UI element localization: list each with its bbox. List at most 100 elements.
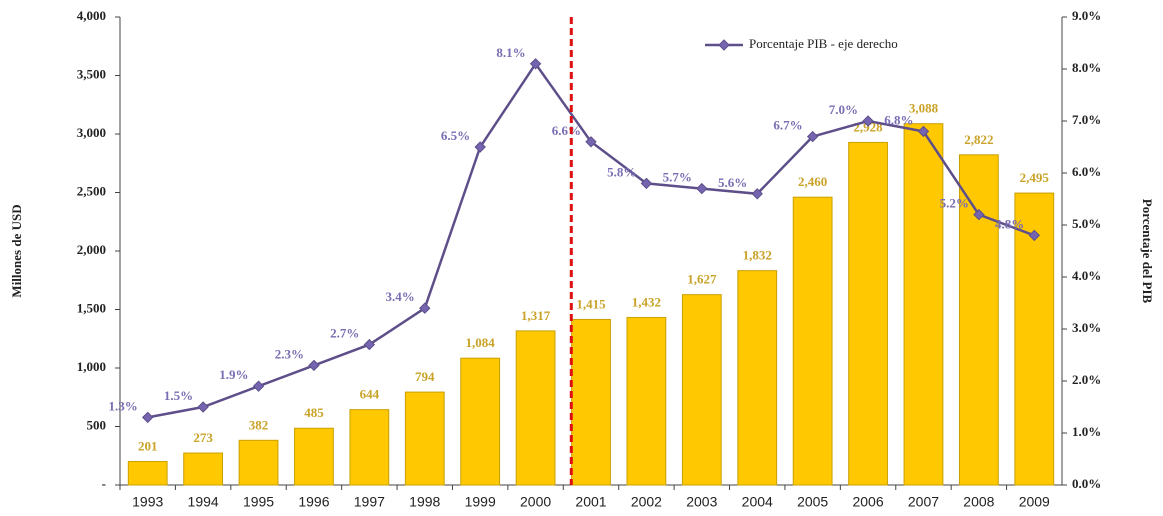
x-tick-label: 1994 bbox=[188, 494, 219, 510]
bar-value-label: 2,460 bbox=[798, 174, 827, 189]
legend-label: Porcentaje PIB - eje derecho bbox=[749, 36, 898, 51]
y-tick-label: 1,500 bbox=[77, 300, 106, 315]
line-marker bbox=[141, 411, 154, 424]
y-tick-label: - bbox=[102, 476, 106, 491]
bar-value-label: 1,415 bbox=[576, 296, 606, 311]
y2-tick-label: 2.0% bbox=[1072, 372, 1101, 387]
line-marker bbox=[973, 208, 985, 221]
bar bbox=[626, 316, 667, 486]
bar-value-label: 1,432 bbox=[632, 294, 661, 309]
bar bbox=[1014, 192, 1055, 486]
y2-tick-label: 8.0% bbox=[1072, 60, 1101, 75]
bar-value-label: 201 bbox=[138, 438, 158, 453]
y2-tick-label: 3.0% bbox=[1072, 320, 1101, 335]
line-marker bbox=[862, 115, 874, 127]
line-value-label: 6.8% bbox=[884, 112, 913, 127]
x-tick-label: 2008 bbox=[963, 494, 994, 510]
x-tick-label: 2003 bbox=[686, 494, 717, 510]
x-tick-label: 2009 bbox=[1019, 494, 1050, 510]
x-tick-label: 2000 bbox=[520, 494, 551, 510]
line-marker bbox=[1028, 229, 1040, 242]
bar bbox=[903, 123, 944, 486]
line-value-label: 2.3% bbox=[275, 346, 304, 361]
bar-value-label: 3,088 bbox=[909, 101, 939, 116]
bar bbox=[349, 409, 390, 486]
line-value-label: 1.9% bbox=[219, 367, 248, 382]
line-marker bbox=[585, 136, 597, 148]
line-value-label: 1.3% bbox=[108, 398, 137, 413]
bar-value-label: 273 bbox=[193, 430, 213, 445]
line-marker bbox=[696, 182, 708, 195]
bar-value-label: 382 bbox=[249, 417, 269, 432]
bar-value-label: 1,317 bbox=[521, 308, 551, 323]
line-value-label: 6.5% bbox=[441, 128, 470, 143]
bar-value-label: 644 bbox=[360, 387, 380, 402]
line-value-label: 5.2% bbox=[940, 196, 969, 211]
line-value-label: 5.8% bbox=[607, 164, 636, 179]
x-tick-label: 1998 bbox=[409, 494, 440, 510]
line-marker bbox=[363, 338, 376, 351]
line-marker bbox=[640, 177, 653, 190]
y-tick-label: 2,000 bbox=[77, 242, 106, 257]
bar bbox=[681, 294, 722, 486]
bar bbox=[737, 270, 778, 486]
y2-tick-label: 0.0% bbox=[1072, 476, 1101, 491]
y-tick-label: 3,000 bbox=[77, 125, 106, 140]
bar bbox=[238, 439, 279, 486]
bar-value-label: 794 bbox=[415, 369, 435, 384]
line-marker bbox=[751, 188, 763, 200]
bar bbox=[515, 330, 556, 486]
x-tick-label: 1999 bbox=[465, 494, 496, 510]
x-tick-label: 2002 bbox=[631, 494, 662, 510]
bar-value-label: 2,495 bbox=[1020, 170, 1050, 185]
bar bbox=[183, 452, 224, 486]
bar-value-label: 1,627 bbox=[687, 272, 717, 287]
line-value-label: 3.4% bbox=[386, 289, 415, 304]
line-value-label: 8.1% bbox=[496, 45, 525, 60]
line-marker bbox=[197, 401, 209, 413]
y-tick-label: 2,500 bbox=[77, 183, 106, 198]
line-value-label: 6.6% bbox=[552, 123, 581, 138]
bar bbox=[404, 391, 445, 486]
y2-tick-label: 9.0% bbox=[1072, 8, 1101, 23]
line-marker bbox=[308, 359, 320, 372]
bar bbox=[127, 460, 168, 486]
line-marker bbox=[806, 130, 819, 143]
line-value-label: 2.7% bbox=[330, 326, 359, 341]
line-value-label: 5.6% bbox=[718, 175, 747, 190]
bar-value-label: 485 bbox=[304, 405, 324, 420]
x-tick-label: 2005 bbox=[797, 494, 828, 510]
x-tick-label: 2007 bbox=[908, 494, 939, 510]
y2-tick-label: 1.0% bbox=[1072, 424, 1101, 439]
line-value-label: 4.8% bbox=[995, 216, 1024, 231]
y2-axis-title: Porcentaje del PIB bbox=[1140, 199, 1155, 304]
bar-value-label: 1,084 bbox=[466, 335, 496, 350]
line-value-label: 6.7% bbox=[773, 118, 802, 133]
line-marker bbox=[917, 125, 930, 138]
y2-tick-label: 6.0% bbox=[1072, 164, 1101, 179]
x-tick-label: 1997 bbox=[354, 494, 385, 510]
legend-marker bbox=[718, 39, 730, 51]
line-marker bbox=[529, 58, 542, 70]
x-tick-label: 1996 bbox=[298, 494, 329, 510]
bar bbox=[460, 357, 501, 486]
bar bbox=[792, 196, 833, 486]
bar bbox=[848, 141, 888, 486]
x-tick-label: 2006 bbox=[852, 494, 883, 510]
y2-tick-label: 5.0% bbox=[1072, 216, 1101, 231]
bar bbox=[294, 427, 334, 486]
x-tick-label: 2001 bbox=[575, 494, 606, 510]
y-tick-label: 1,000 bbox=[77, 359, 106, 374]
bar bbox=[571, 318, 611, 486]
x-tick-label: 2004 bbox=[742, 494, 773, 510]
y-tick-label: 500 bbox=[87, 417, 107, 432]
y-tick-label: 3,500 bbox=[77, 66, 106, 81]
bar-value-label: 2,822 bbox=[964, 132, 993, 147]
x-tick-label: 1993 bbox=[132, 494, 163, 510]
y-axis-title: Millones de USD bbox=[9, 204, 24, 297]
y2-tick-label: 7.0% bbox=[1072, 112, 1101, 127]
y-tick-label: 4,000 bbox=[77, 8, 106, 23]
y2-tick-label: 4.0% bbox=[1072, 268, 1101, 283]
x-tick-label: 1995 bbox=[243, 494, 274, 510]
